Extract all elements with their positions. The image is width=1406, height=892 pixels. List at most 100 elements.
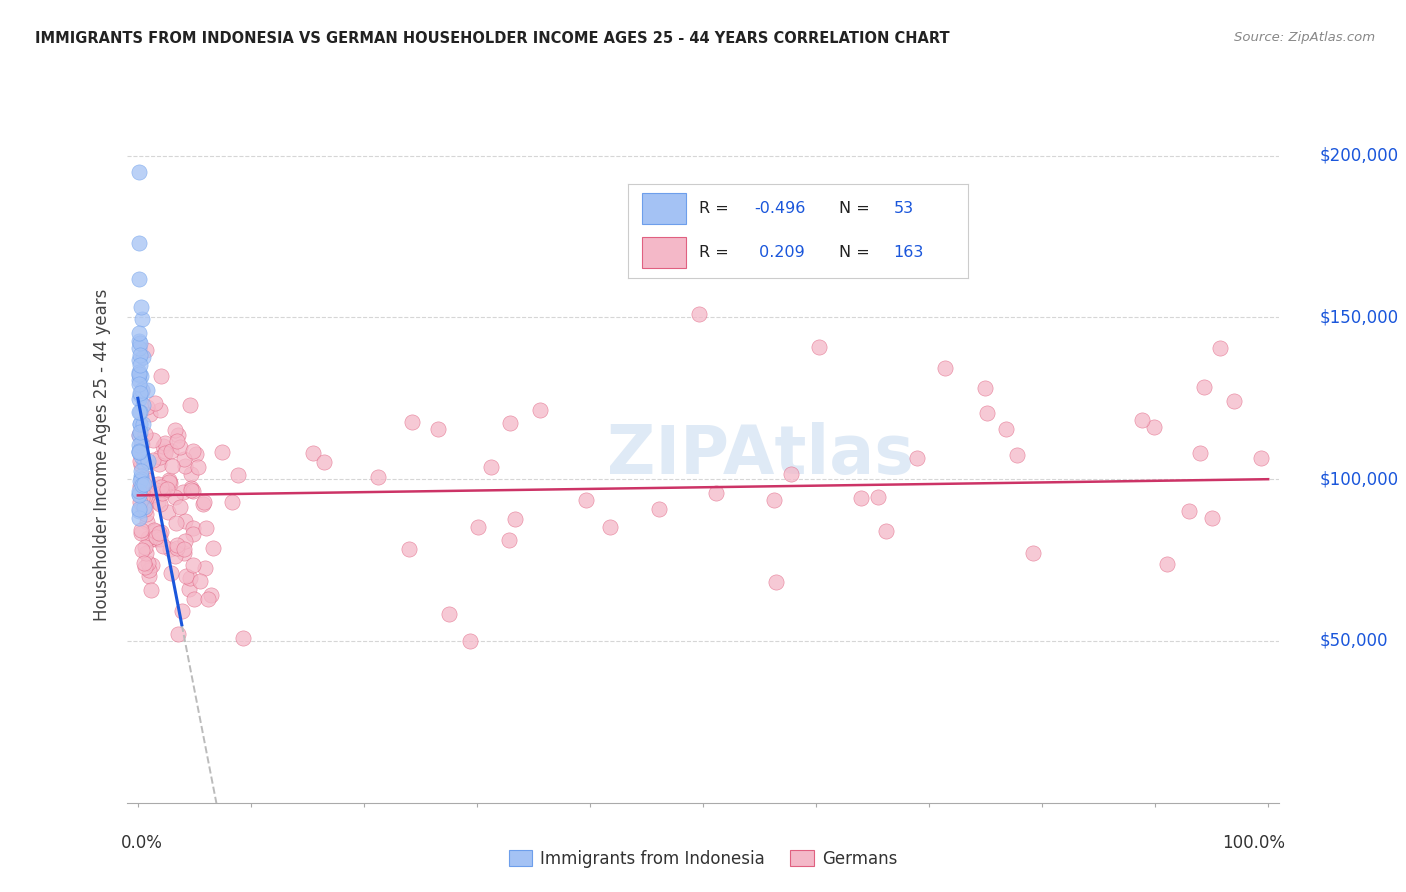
Point [129, 450, 152, 464]
Point [131, 383, 153, 397]
Text: IMMIGRANTS FROM INDONESIA VS GERMAN HOUSEHOLDER INCOME AGES 25 - 44 YEARS CORREL: IMMIGRANTS FROM INDONESIA VS GERMAN HOUS… [35, 31, 950, 46]
Point [439, 607, 461, 622]
Point [129, 526, 152, 541]
Text: $100,000: $100,000 [1320, 470, 1399, 488]
Point [129, 495, 152, 509]
Point [172, 485, 194, 500]
Point [1005, 448, 1028, 462]
Point [160, 458, 183, 473]
Point [157, 473, 180, 487]
Point [181, 483, 204, 498]
Point [1250, 450, 1272, 465]
Point [129, 468, 152, 483]
Point [181, 521, 204, 535]
Point [128, 367, 150, 381]
Point [875, 524, 897, 538]
FancyBboxPatch shape [641, 193, 686, 224]
Point [197, 592, 219, 607]
Point [849, 491, 872, 505]
Point [153, 446, 176, 460]
Point [128, 484, 150, 499]
Point [128, 488, 150, 502]
Point [1143, 420, 1166, 434]
Point [174, 534, 197, 549]
Point [136, 384, 159, 398]
Point [905, 451, 928, 466]
Point [1130, 413, 1153, 427]
Point [136, 473, 159, 487]
Point [868, 491, 890, 505]
Legend: Immigrants from Indonesia, Germans: Immigrants from Indonesia, Germans [502, 843, 904, 874]
Point [131, 384, 153, 398]
Point [765, 574, 787, 589]
Point [128, 417, 150, 432]
Point [139, 583, 162, 598]
Point [165, 516, 187, 530]
Text: Source: ZipAtlas.com: Source: ZipAtlas.com [1234, 31, 1375, 45]
Point [211, 445, 233, 459]
Point [132, 417, 155, 432]
Point [146, 477, 169, 491]
Point [180, 483, 202, 497]
Point [141, 558, 163, 573]
Point [467, 520, 489, 534]
Point [1192, 380, 1215, 394]
Point [599, 520, 621, 534]
Point [1208, 341, 1230, 355]
Point [132, 398, 155, 412]
Point [138, 569, 160, 583]
Point [1189, 446, 1212, 460]
Point [142, 453, 165, 467]
Text: 53: 53 [893, 201, 914, 216]
Point [181, 558, 204, 573]
Point [1178, 504, 1201, 518]
Point [226, 467, 249, 482]
Point [128, 428, 150, 442]
Point [1223, 394, 1246, 409]
Point [141, 533, 163, 547]
Point [150, 486, 173, 500]
Point [166, 428, 188, 442]
Point [398, 541, 420, 556]
Point [202, 541, 225, 555]
Point [976, 406, 998, 420]
Point [187, 460, 209, 475]
Point [148, 457, 170, 471]
Point [129, 300, 152, 314]
Point [159, 475, 181, 490]
Point [156, 482, 179, 496]
Point [150, 524, 173, 539]
Point [128, 427, 150, 442]
Point [131, 369, 153, 384]
Point [152, 439, 174, 453]
Point [146, 495, 169, 509]
Point [159, 443, 181, 458]
Point [155, 443, 177, 458]
Point [165, 423, 187, 437]
Point [173, 546, 195, 560]
Point [170, 604, 193, 618]
Point [131, 311, 153, 326]
Point [142, 524, 165, 538]
Point [128, 336, 150, 351]
Point [128, 405, 150, 419]
Point [135, 546, 157, 560]
Point [143, 524, 166, 538]
Point [131, 484, 153, 499]
Point [128, 501, 150, 516]
Point [132, 503, 155, 517]
Point [148, 526, 170, 541]
Point [704, 485, 727, 500]
Text: -0.496: -0.496 [754, 201, 806, 216]
Point [139, 407, 162, 421]
Point [167, 626, 190, 640]
Point [128, 445, 150, 459]
Point [134, 502, 156, 516]
Point [132, 500, 155, 515]
Point [163, 549, 186, 564]
Point [367, 470, 389, 484]
Point [157, 475, 180, 489]
Point [180, 467, 202, 482]
Point [129, 479, 152, 493]
Text: N =: N = [839, 201, 875, 216]
